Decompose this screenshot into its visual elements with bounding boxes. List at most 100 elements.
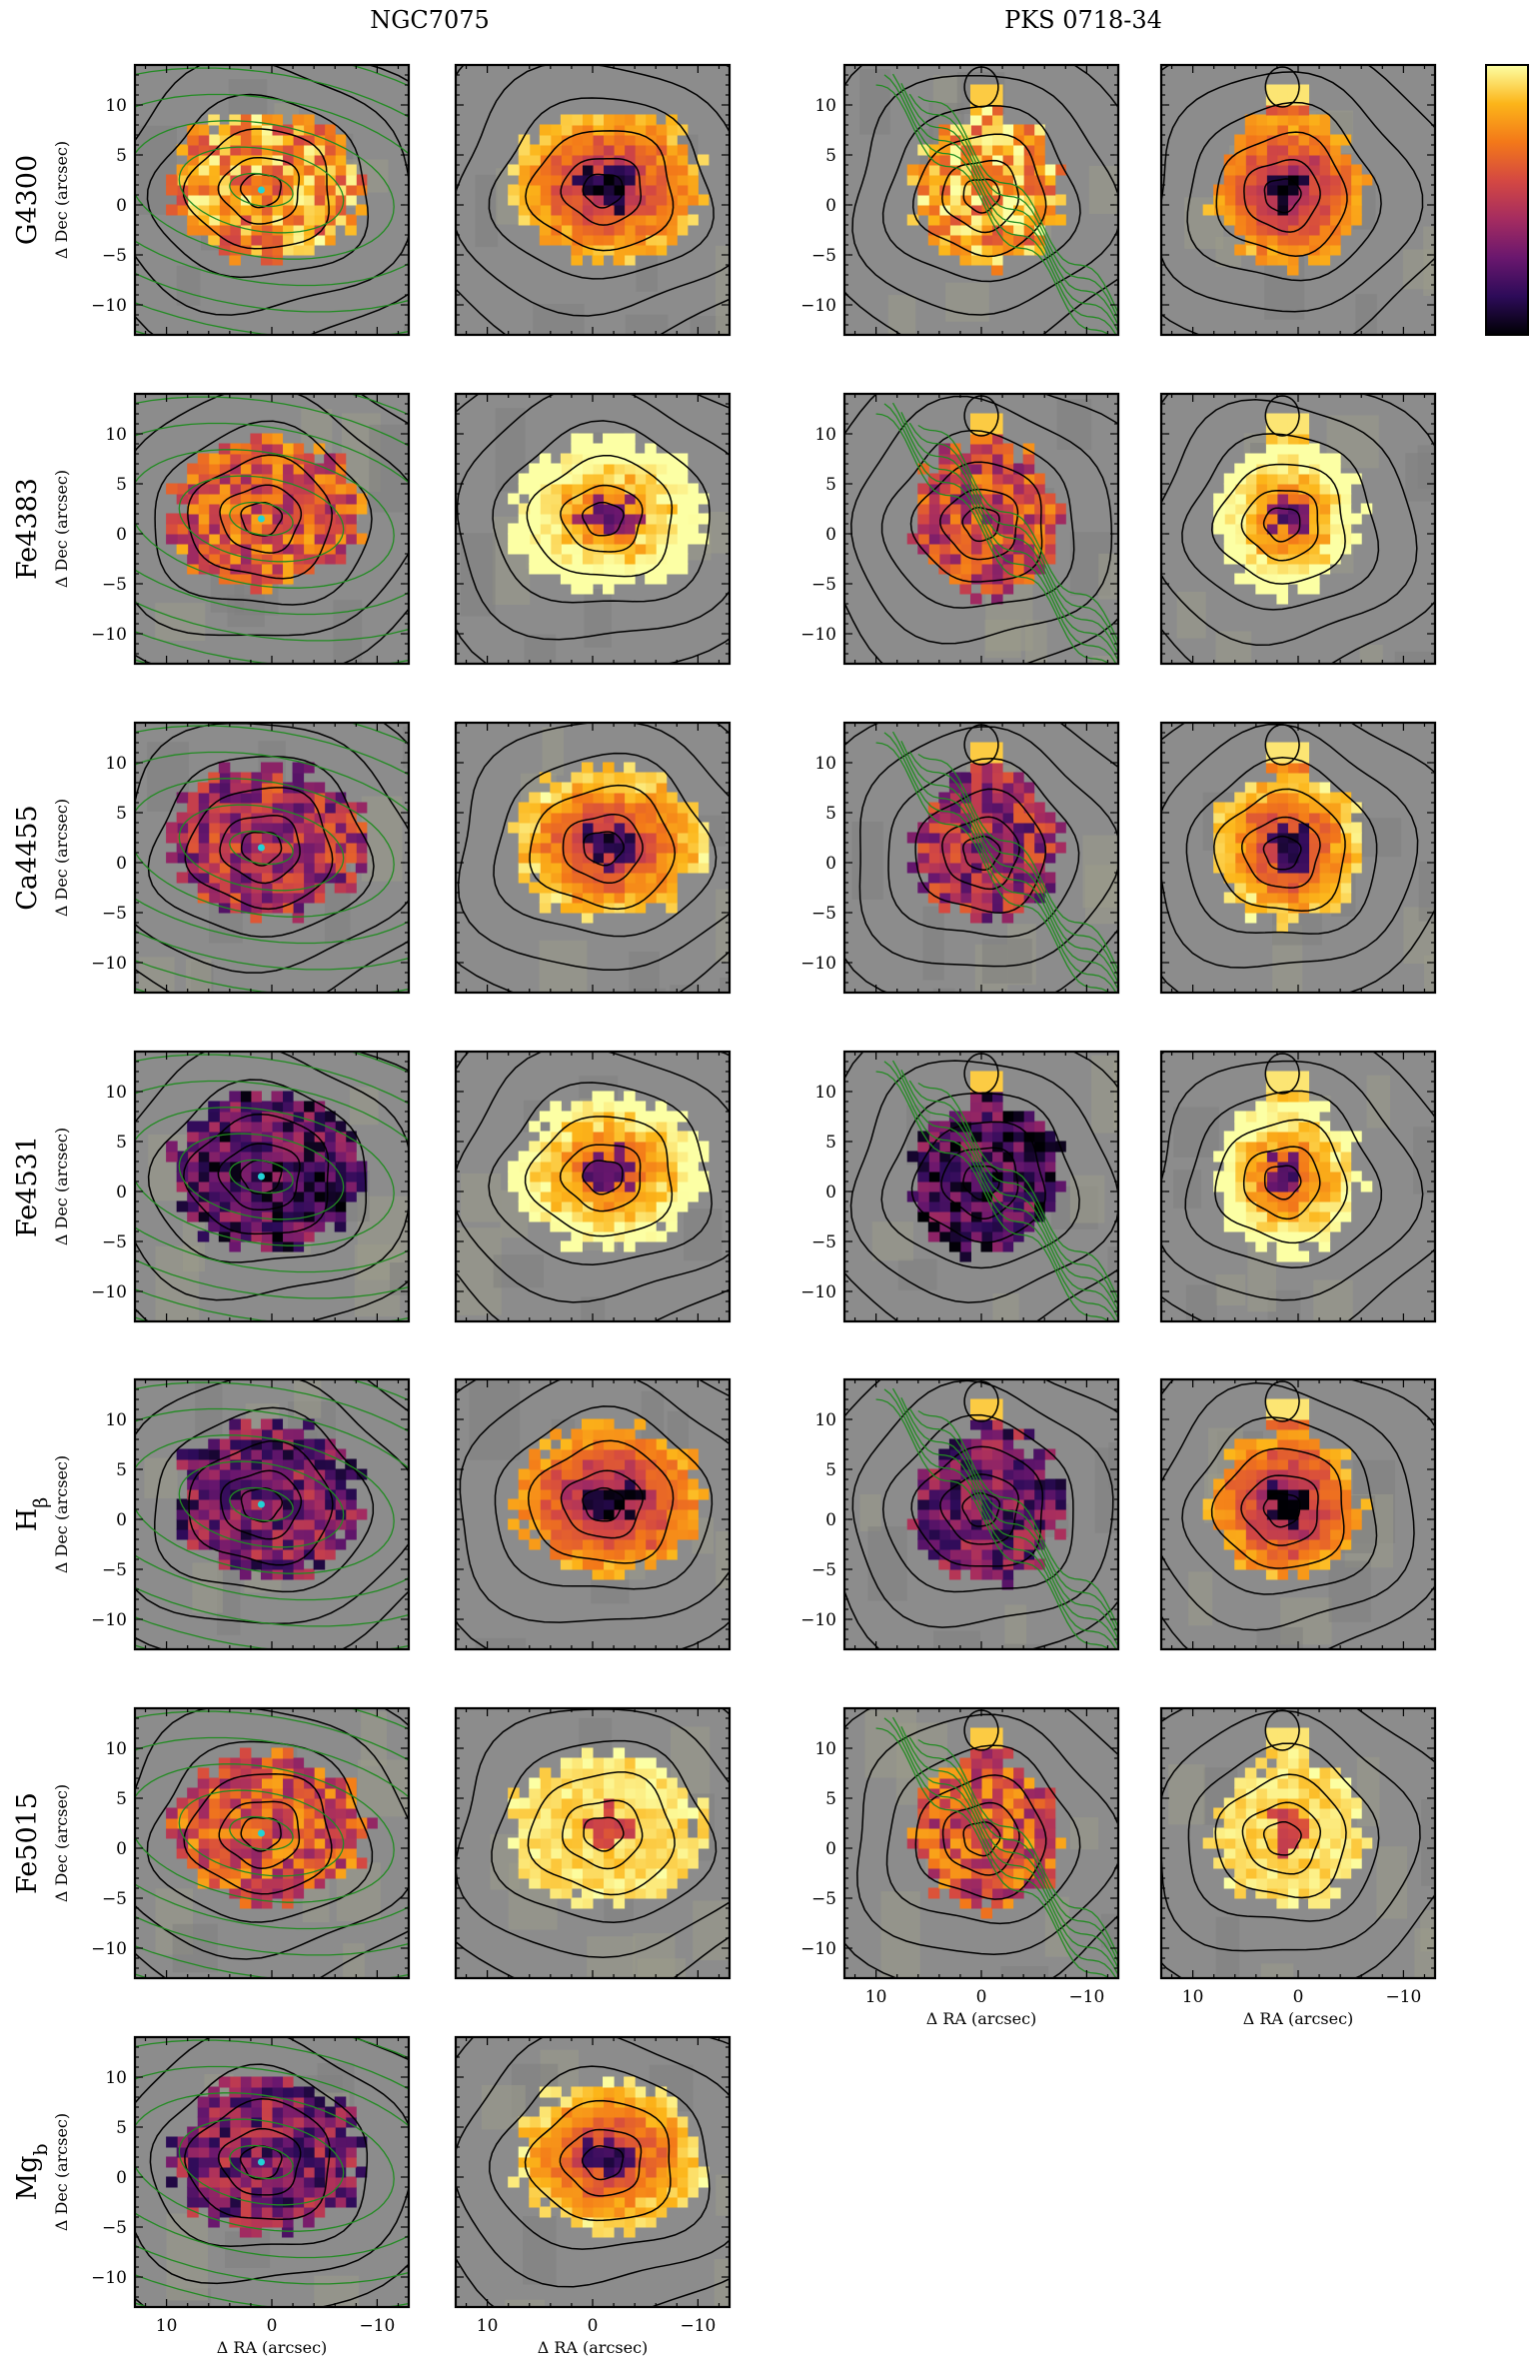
panel-ngc7075-g4300-index: 10 5 0 −5 −10 Δ Dec (arcsec) bbox=[52, 63, 411, 337]
y-tick-label: 5 bbox=[825, 1133, 836, 1153]
isophote-contours bbox=[844, 65, 1118, 335]
green-contours bbox=[875, 1716, 1118, 1978]
axis-ticks bbox=[1161, 1052, 1435, 1321]
row-label-fe5015: Fe5015 bbox=[12, 1792, 43, 1894]
row-label-hbeta: Hβ bbox=[12, 1497, 52, 1532]
row-label-mgb: Mgb bbox=[12, 2143, 52, 2200]
y-tick-label: 10 bbox=[814, 96, 836, 116]
y-tick-label: 10 bbox=[105, 96, 127, 116]
data-pixels bbox=[508, 1418, 710, 1580]
y-tick-label: −10 bbox=[91, 625, 127, 645]
y-tick-label: −5 bbox=[102, 575, 127, 595]
x-tick-label: −10 bbox=[1068, 1987, 1104, 2007]
axis-ticks bbox=[135, 723, 409, 993]
isophote-contours bbox=[456, 1708, 730, 1978]
panel-pks071834-fe4383-error bbox=[1159, 392, 1437, 666]
panel-ngc7075-mgb-index: 10 5 0 −5 −10 Δ Dec (arcsec) 10 0 −10 Δ RA (arcse… bbox=[52, 2035, 411, 2357]
y-tick-label: −10 bbox=[800, 1939, 836, 1959]
panel-ngc7075-hbeta-index: 10 5 0 −5 −10 Δ Dec (arcsec) bbox=[52, 1377, 411, 1651]
y-axis-label: Δ Dec (arcsec) bbox=[52, 470, 71, 588]
isophote-contours bbox=[1161, 394, 1435, 664]
center-marker bbox=[257, 186, 265, 194]
x-tick-label: 10 bbox=[1182, 1987, 1204, 2007]
column-title-ngc7075: NGC7075 bbox=[370, 6, 490, 34]
axis-ticks bbox=[844, 1052, 1118, 1321]
colorbar-scale bbox=[1485, 64, 1529, 336]
y-axis-label: Δ Dec (arcsec) bbox=[52, 799, 71, 917]
data-pixels bbox=[1202, 1398, 1373, 1580]
x-tick-label: 0 bbox=[976, 1987, 987, 2007]
isophote-contours bbox=[456, 1379, 730, 1649]
isophote-contours bbox=[844, 394, 1118, 664]
column-titles: NGC7075 PKS 0718-34 bbox=[370, 6, 1162, 34]
data-pixels bbox=[508, 114, 710, 266]
axis-ticks bbox=[135, 2037, 409, 2307]
isophote-contours bbox=[135, 2037, 409, 2307]
y-tick-label: −5 bbox=[811, 1560, 836, 1580]
y-tick-label: 0 bbox=[116, 525, 127, 545]
y-tick-label: −10 bbox=[91, 2268, 127, 2288]
y-tick-label: 0 bbox=[825, 1183, 836, 1202]
axis-ticks bbox=[456, 65, 730, 335]
row-label-fe4383: Fe4383 bbox=[12, 478, 43, 580]
y-tick-label: −5 bbox=[102, 1560, 127, 1580]
y-tick-label: 10 bbox=[105, 1083, 127, 1103]
isophote-contours bbox=[135, 1708, 409, 1978]
y-axis-label: Δ Dec (arcsec) bbox=[52, 1128, 71, 1245]
axis-ticks bbox=[844, 1379, 1118, 1649]
y-tick-label: 0 bbox=[116, 2168, 127, 2188]
green-contours bbox=[135, 394, 409, 664]
isophote-contours bbox=[844, 723, 1118, 993]
green-contours bbox=[875, 73, 1118, 335]
y-tick-label: 5 bbox=[825, 475, 836, 495]
y-tick-label: −5 bbox=[102, 904, 127, 924]
axis-ticks bbox=[456, 2037, 730, 2307]
axis-ticks bbox=[135, 1708, 409, 1978]
row-labels: G4300 Fe4383 Ca4455 Fe4531 Hβ Fe5015 Mgb bbox=[12, 155, 52, 2201]
data-pixels bbox=[176, 1418, 368, 1580]
x-tick-label: −10 bbox=[359, 2316, 395, 2336]
y-axis-label: Δ Dec (arcsec) bbox=[52, 141, 71, 259]
y-tick-label: −10 bbox=[800, 296, 836, 316]
panel-pks071834-fe5015-index: 10 5 0 −5 −10 10 0 −10 Δ RA (arcsec) bbox=[800, 1706, 1120, 2028]
green-contours bbox=[875, 731, 1118, 993]
isophote-contours bbox=[1161, 1052, 1435, 1321]
row-label-fe4531: Fe4531 bbox=[12, 1136, 43, 1237]
axis-ticks bbox=[844, 65, 1118, 335]
data-pixels bbox=[508, 2076, 710, 2238]
y-tick-label: 0 bbox=[116, 1839, 127, 1859]
panel-ngc7075-hbeta-error bbox=[454, 1377, 732, 1651]
panel-ngc7075-g4300-error bbox=[454, 63, 732, 337]
y-tick-label: −10 bbox=[91, 1939, 127, 1959]
x-tick-label: 0 bbox=[1293, 1987, 1304, 2007]
panel-ngc7075-fe4383-error bbox=[454, 392, 732, 666]
panel-ngc7075-fe5015-error bbox=[454, 1706, 732, 1980]
axis-ticks bbox=[844, 394, 1118, 664]
isophote-contours bbox=[844, 1379, 1118, 1649]
y-axis-label: Δ Dec (arcsec) bbox=[52, 2113, 71, 2231]
y-tick-label: 0 bbox=[116, 196, 127, 216]
data-pixels bbox=[1202, 84, 1373, 276]
panels: 10 5 0 −5 −10 Δ Dec (arcsec) 10 5 0 −5 −10 10 5 0 −5 −1… bbox=[52, 63, 1437, 2357]
isophote-contours bbox=[1161, 723, 1435, 993]
isophote-contours bbox=[135, 394, 409, 664]
panel-ngc7075-fe4531-index: 10 5 0 −5 −10 Δ Dec (arcsec) bbox=[52, 1050, 411, 1323]
y-tick-label: −5 bbox=[811, 1889, 836, 1909]
y-tick-label: −5 bbox=[811, 575, 836, 595]
y-tick-label: 5 bbox=[116, 475, 127, 495]
y-tick-label: −5 bbox=[102, 1889, 127, 1909]
panel-pks071834-hbeta-error bbox=[1159, 1377, 1437, 1651]
panel-pks071834-ca4455-error bbox=[1159, 721, 1437, 995]
green-contours bbox=[875, 1387, 1118, 1649]
green-contours bbox=[135, 1379, 409, 1649]
axis-ticks bbox=[456, 1708, 730, 1978]
data-pixels bbox=[1202, 1727, 1373, 1909]
green-contours bbox=[875, 1060, 1118, 1321]
axis-ticks bbox=[456, 723, 730, 993]
y-tick-label: 0 bbox=[825, 525, 836, 545]
y-tick-label: 5 bbox=[825, 146, 836, 166]
y-tick-label: −5 bbox=[102, 1232, 127, 1252]
panel-pks071834-g4300-index: 10 5 0 −5 −10 bbox=[800, 63, 1120, 337]
y-tick-label: 0 bbox=[825, 196, 836, 216]
